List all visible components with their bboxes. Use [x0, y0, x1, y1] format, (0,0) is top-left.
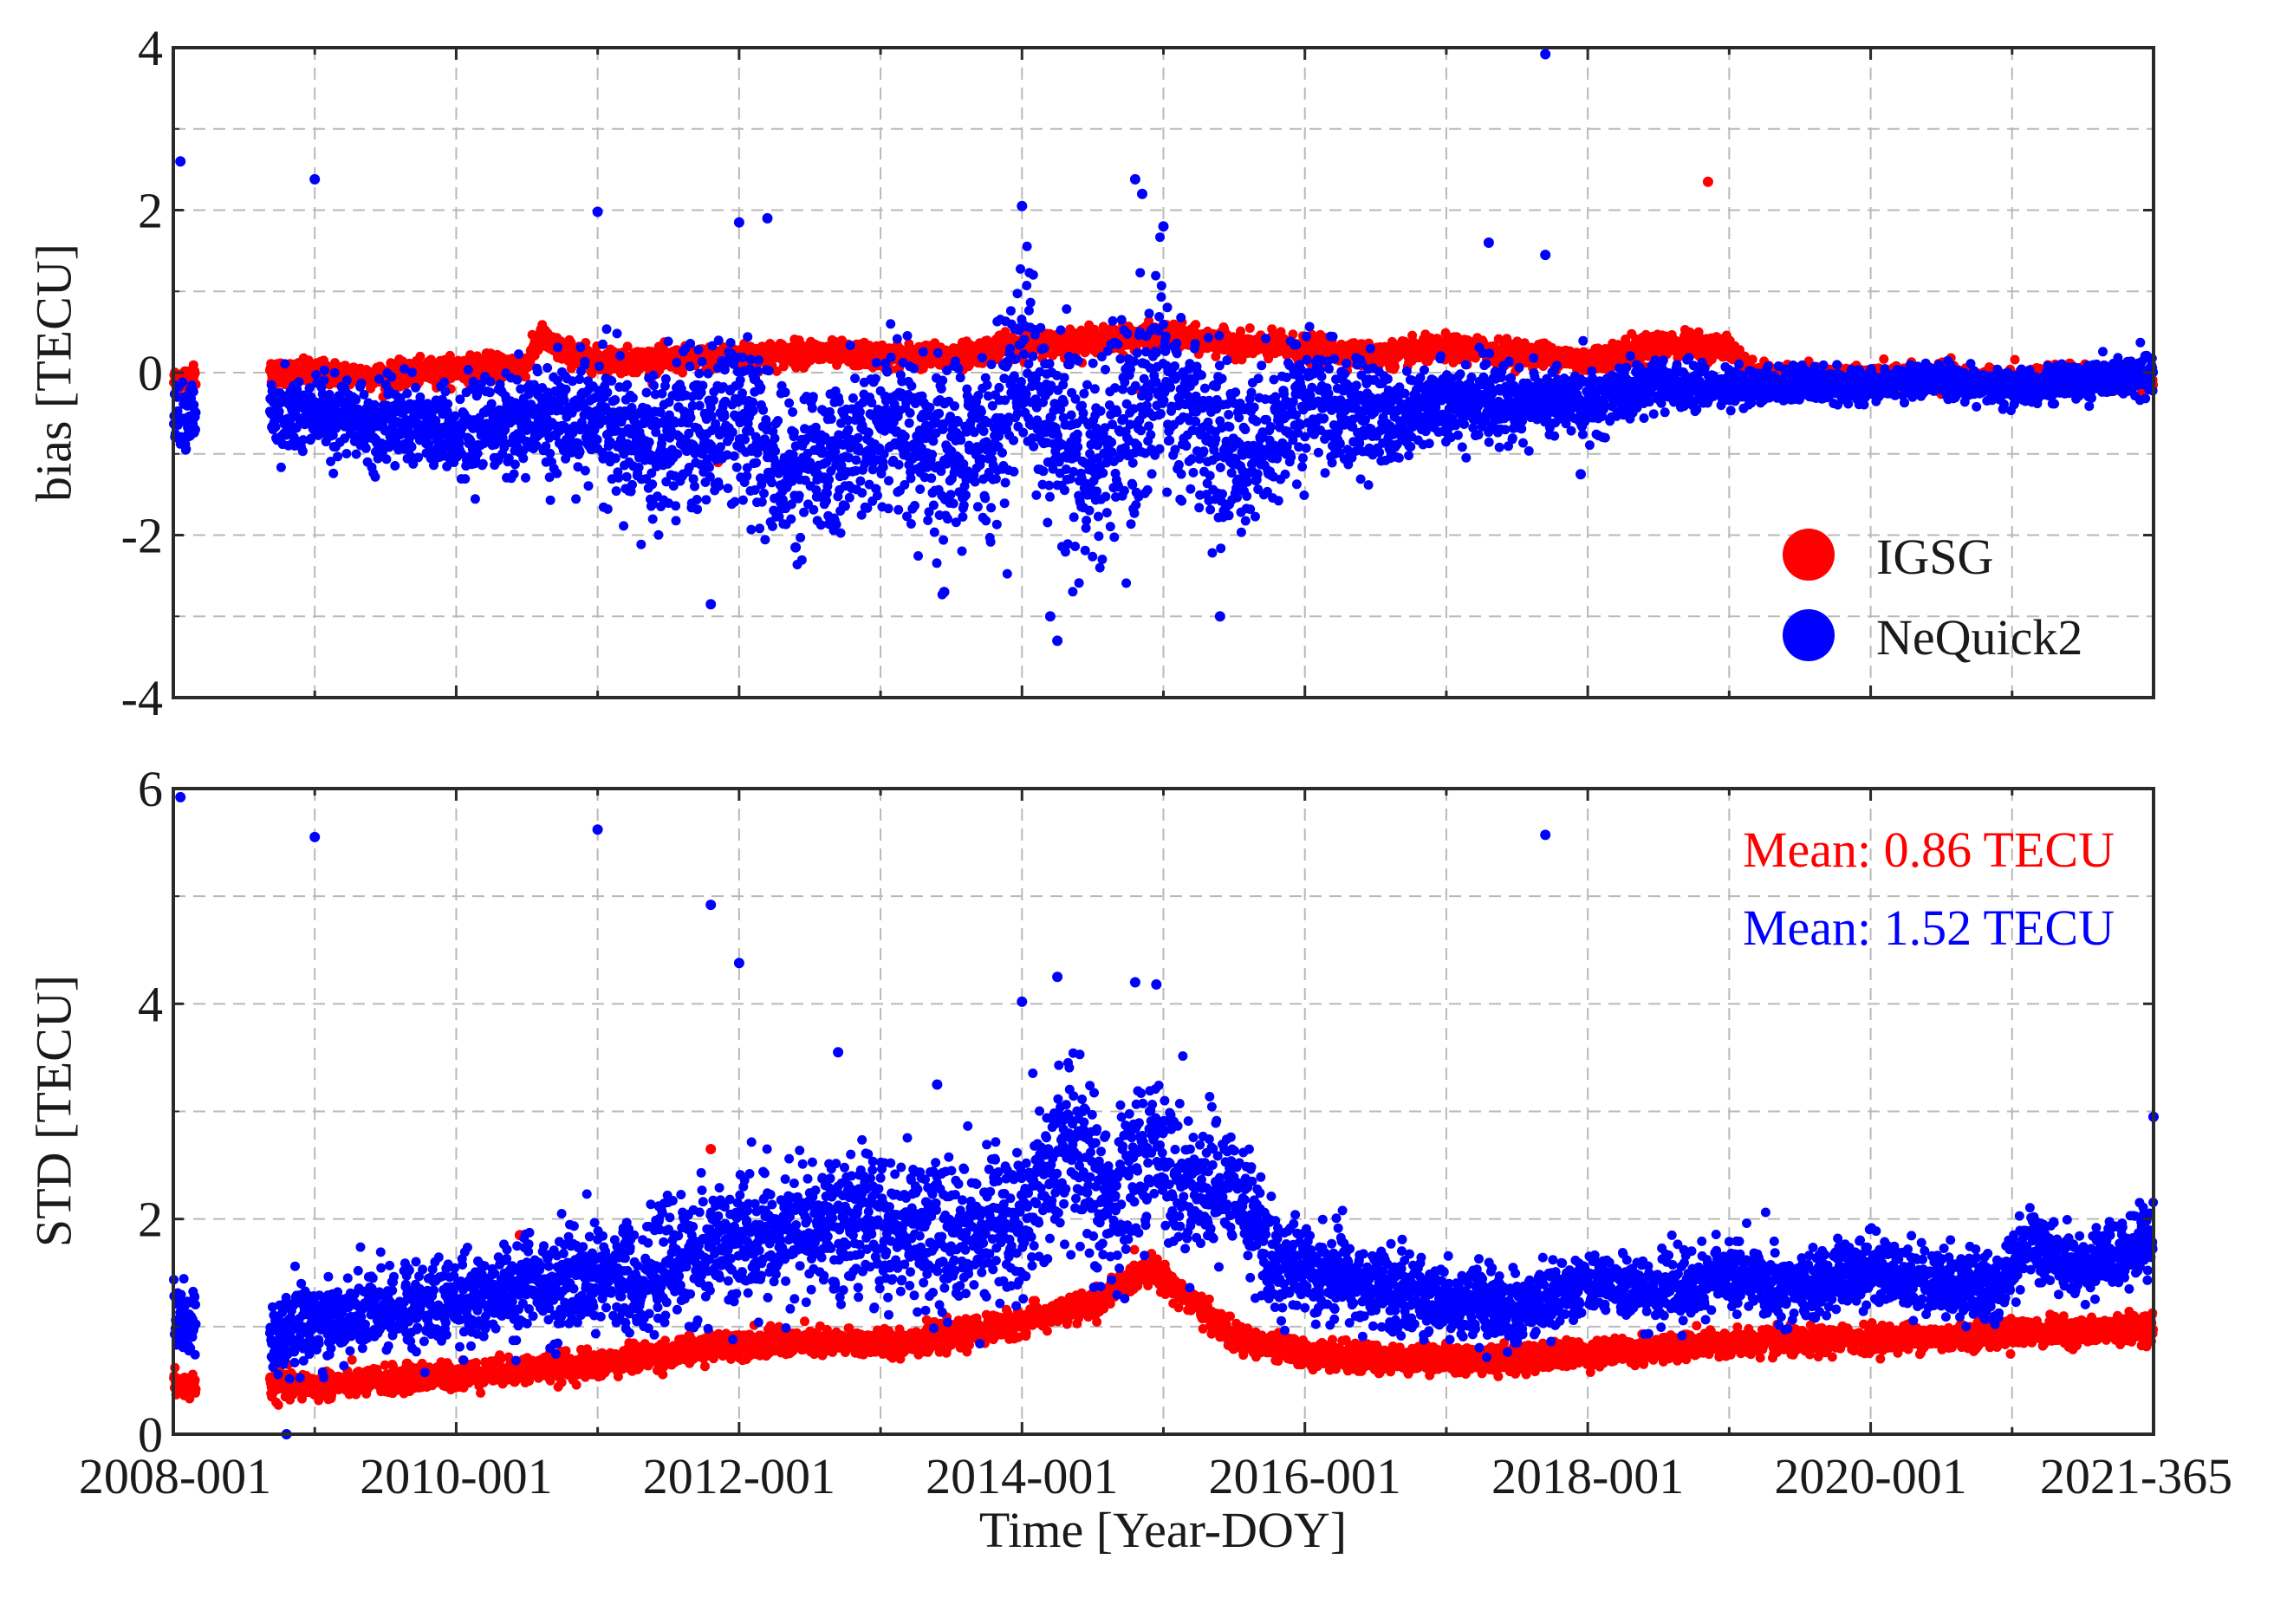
igsg-point [678, 367, 688, 378]
igsg-point [415, 351, 426, 361]
igsg-point [1879, 354, 1889, 364]
nequick2-point [181, 444, 192, 454]
bias-scatter-points [169, 49, 2159, 646]
igsg-point [190, 368, 200, 379]
igsg-point [587, 368, 597, 379]
igsg-point [521, 372, 530, 382]
igsg-point [1390, 361, 1400, 372]
nequick2-point [178, 377, 188, 387]
igsg-point [2010, 354, 2020, 365]
igsg-point [1191, 320, 1201, 330]
igsg-point [622, 341, 633, 352]
nequick2-point [188, 387, 198, 397]
igsg-point [1747, 354, 1757, 365]
igsg-point [1244, 323, 1255, 334]
igsg-point-outlier [1702, 176, 1713, 187]
